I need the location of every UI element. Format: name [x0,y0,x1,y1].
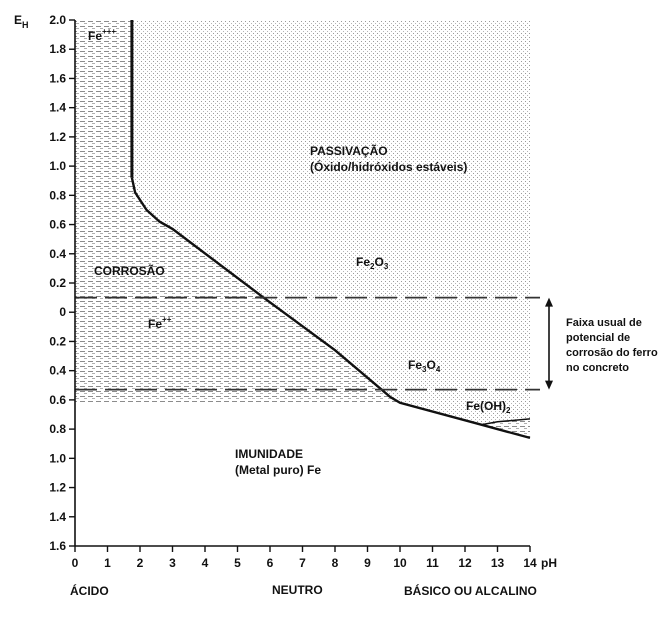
y-tick-label: 1.6 [49,71,66,85]
y-tick-label: 1.2 [49,130,66,144]
passivation-sublabel: (Óxido/hidróxidos estáveis) [310,159,467,174]
x-tick-label: 11 [426,556,439,570]
feoh2-region [481,418,530,438]
immunity-sublabel: (Metal puro) Fe [235,463,321,477]
y-tick-label: 0.2 [49,334,66,348]
y-tick-label: 0.2 [49,276,66,290]
x-tick-label: 5 [234,556,241,570]
y-tick-label: 0.6 [49,218,66,232]
x-tick-label: 12 [458,556,472,570]
arrow-head-top [545,297,553,307]
x-tick-label: 3 [169,556,176,570]
y-tick-label: 0.8 [49,188,66,202]
species-fe2o3-label: Fe2O3 [356,255,389,271]
feoh2-boundary-line [481,418,531,426]
category-acid: ÁCIDO [70,583,109,598]
y-tick-label: 0.6 [49,393,66,407]
y-axis-title: EH [14,13,29,30]
x-tick-label: 8 [332,556,339,570]
species-fe3-label: Fe+++ [88,27,116,43]
immunity-label: IMUNIDADE [235,447,303,461]
y-tick-label: 1.6 [49,539,66,553]
y-tick-label: 0 [59,305,66,319]
y-tick-label: 1.0 [49,451,66,465]
passivation-region [131,20,530,438]
y-tick-label: 2.0 [49,13,66,27]
y-tick-label: 1.0 [49,159,66,173]
x-tick-label: 9 [364,556,371,570]
y-tick-label: 1.4 [49,101,66,115]
arrow-head-bottom [545,380,553,390]
y-tick-label: 1.4 [49,510,66,524]
x-tick-label: 0 [72,556,79,570]
species-fe2-label: Fe++ [148,315,172,331]
x-tick-label: 2 [137,556,144,570]
x-tick-label: 4 [202,556,209,570]
annotation-line-4: no concreto [566,362,629,374]
y-tick-label: 1.8 [49,42,66,56]
passivation-label: PASSIVAÇÃO [310,143,388,158]
y-tick-label: 0.4 [49,364,66,378]
y-tick-label: 0.8 [49,422,66,436]
x-tick-label: 7 [299,556,306,570]
annotation-line-3: corrosão do ferro [566,347,658,359]
y-ticks: 2.0 1.8 1.6 1.4 1.2 1.0 0.8 0.6 0.4 0.2 0 0.2 0.4 0.6… [49,13,75,553]
x-tick-label: 10 [393,556,407,570]
category-basic: BÁSICO OU ALCALINO [404,583,537,598]
x-tick-label: 14 [523,556,537,570]
x-axis-title: pH [541,556,557,570]
x-tick-label: 6 [267,556,274,570]
annotation-line-1: Faixa usual de [566,317,642,329]
x-ticks: 0 1 2 3 4 5 6 7 8 9 10 11 12 13 14 [72,546,537,570]
category-neutral: NEUTRO [272,583,323,597]
species-feoh2-label: Fe(OH)2 [466,399,511,415]
x-tick-label: 1 [104,556,111,570]
corrosion-label: CORROSÃO [94,263,165,278]
y-tick-label: 0.4 [49,247,66,261]
species-fe3o4-label: Fe3O4 [408,358,441,374]
y-tick-label: 1.2 [49,481,66,495]
x-tick-label: 13 [491,556,505,570]
annotation-line-2: potencial de [566,332,630,344]
corrosion-region [75,20,400,403]
